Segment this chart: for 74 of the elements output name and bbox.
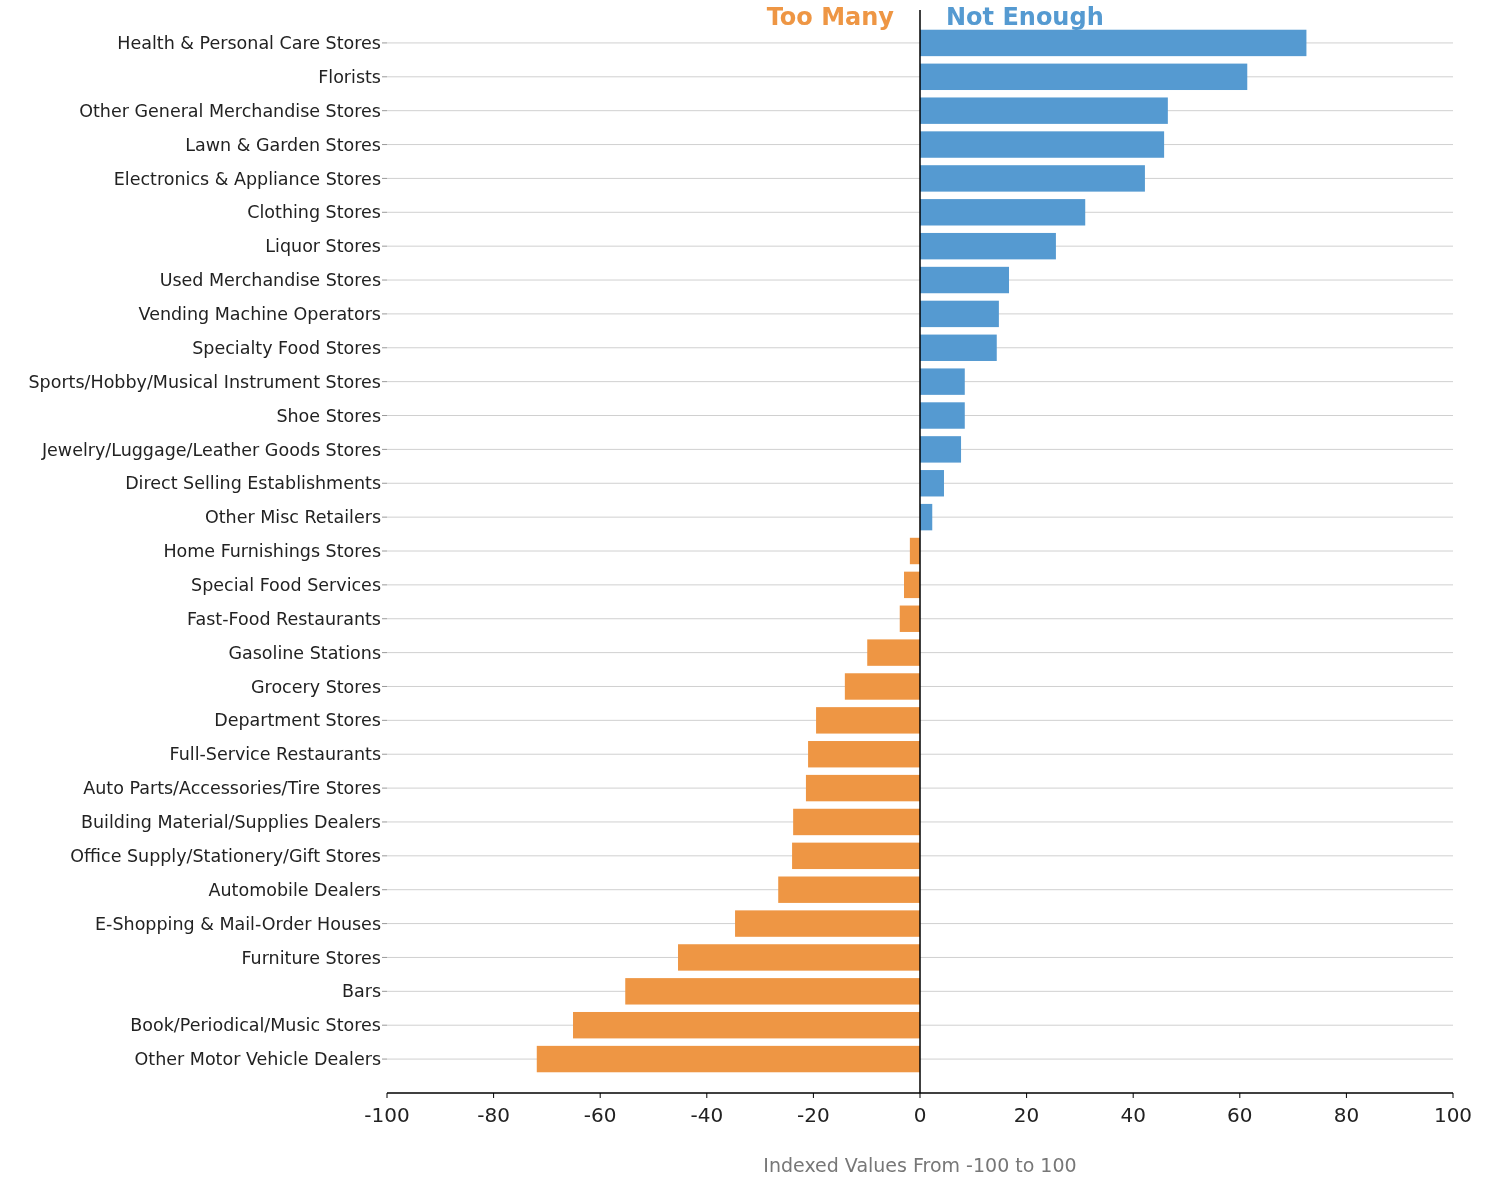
bar (735, 910, 920, 937)
y-tick-label: Building Material/Supplies Dealers (80, 812, 381, 833)
bar (920, 266, 1010, 294)
y-tick-label: Clothing Stores (247, 202, 381, 223)
bar (573, 1011, 920, 1039)
x-tick-label: -40 (690, 1103, 724, 1127)
y-tick-label: Other Motor Vehicle Dealers (134, 1049, 381, 1070)
bar (808, 741, 920, 768)
bar (920, 199, 1086, 226)
y-tick-label: Liquor Stores (265, 236, 381, 257)
bar (678, 944, 920, 971)
x-tick-label: 20 (1013, 1103, 1040, 1127)
y-tick-label: Electronics & Appliance Stores (113, 168, 381, 189)
bar (816, 707, 920, 734)
x-tick-label: 80 (1333, 1103, 1360, 1127)
y-tick-label: Sports/Hobby/Musical Instrument Stores (28, 371, 381, 392)
y-tick-label: E-Shopping & Mail-Order Houses (95, 913, 381, 934)
bar (920, 470, 944, 497)
x-tick-label: -60 (583, 1103, 617, 1127)
y-tick-label: Auto Parts/Accessories/Tire Stores (83, 778, 381, 799)
y-tick-label: Other Misc Retailers (204, 507, 381, 528)
x-tick-label: 60 (1227, 1103, 1253, 1127)
bar (625, 978, 920, 1005)
bar (805, 774, 920, 802)
bar (904, 571, 920, 599)
bar (793, 808, 920, 836)
bar (920, 402, 965, 429)
y-tick-label: Full-Service Restaurants (169, 744, 381, 765)
bar (920, 368, 965, 395)
x-tick-label: 100 (1433, 1103, 1473, 1127)
y-tick-label: Grocery Stores (251, 676, 381, 697)
x-tick-label: 40 (1120, 1103, 1146, 1127)
y-tick-label: Gasoline Stations (228, 642, 381, 663)
y-tick-label: Used Merchandise Stores (159, 270, 381, 291)
y-tick-label: Health & Personal Care Stores (117, 33, 381, 54)
y-tick-label: Other General Merchandise Stores (79, 100, 381, 121)
bar (920, 97, 1168, 124)
y-tick-label: Special Food Services (191, 575, 381, 595)
bar (536, 1045, 920, 1073)
y-tick-label: Jewelry/Luggage/Leather Goods Stores (40, 439, 381, 460)
x-tick-label: -80 (477, 1103, 510, 1127)
y-tick-label: Lawn & Garden Stores (185, 134, 381, 155)
y-tick-label: Florists (318, 66, 381, 87)
y-tick-label: Bars (341, 981, 381, 1002)
bar (792, 842, 920, 870)
bar (899, 605, 920, 632)
y-tick-label: Home Furnishings Stores (163, 541, 381, 562)
y-tick-label: Book/Periodical/Music Stores (130, 1015, 381, 1036)
bar (920, 232, 1056, 260)
series-label: Not Enough (946, 3, 1104, 31)
x-tick-label: -20 (797, 1103, 830, 1127)
bar (920, 300, 999, 328)
x-tick-label: 0 (913, 1103, 927, 1127)
bar (920, 63, 1248, 91)
bar (920, 334, 997, 361)
bar (844, 673, 920, 700)
bar (920, 131, 1165, 158)
bar (867, 639, 920, 666)
y-tick-label: Specialty Food Stores (192, 337, 381, 358)
y-tick-label: Vending Machine Operators (138, 304, 381, 325)
bar (778, 876, 920, 903)
y-tick-label: Department Stores (214, 710, 381, 731)
x-tick-label: -100 (364, 1103, 410, 1127)
bar (920, 436, 962, 463)
text: Too Many (766, 3, 895, 31)
y-tick-label: Shoe Stores (276, 405, 381, 426)
y-tick-label: Automobile Dealers (208, 879, 381, 900)
x-axis-title: Indexed Values From -100 to 100 (763, 1154, 1077, 1176)
bar (920, 29, 1307, 57)
bar (920, 165, 1145, 192)
y-tick-label: Furniture Stores (241, 947, 381, 968)
y-tick-label: Fast-Food Restaurants (187, 608, 381, 629)
y-tick-label: Direct Selling Establishments (125, 473, 381, 494)
y-tick-label: Office Supply/Stationery/Gift Stores (70, 845, 381, 866)
